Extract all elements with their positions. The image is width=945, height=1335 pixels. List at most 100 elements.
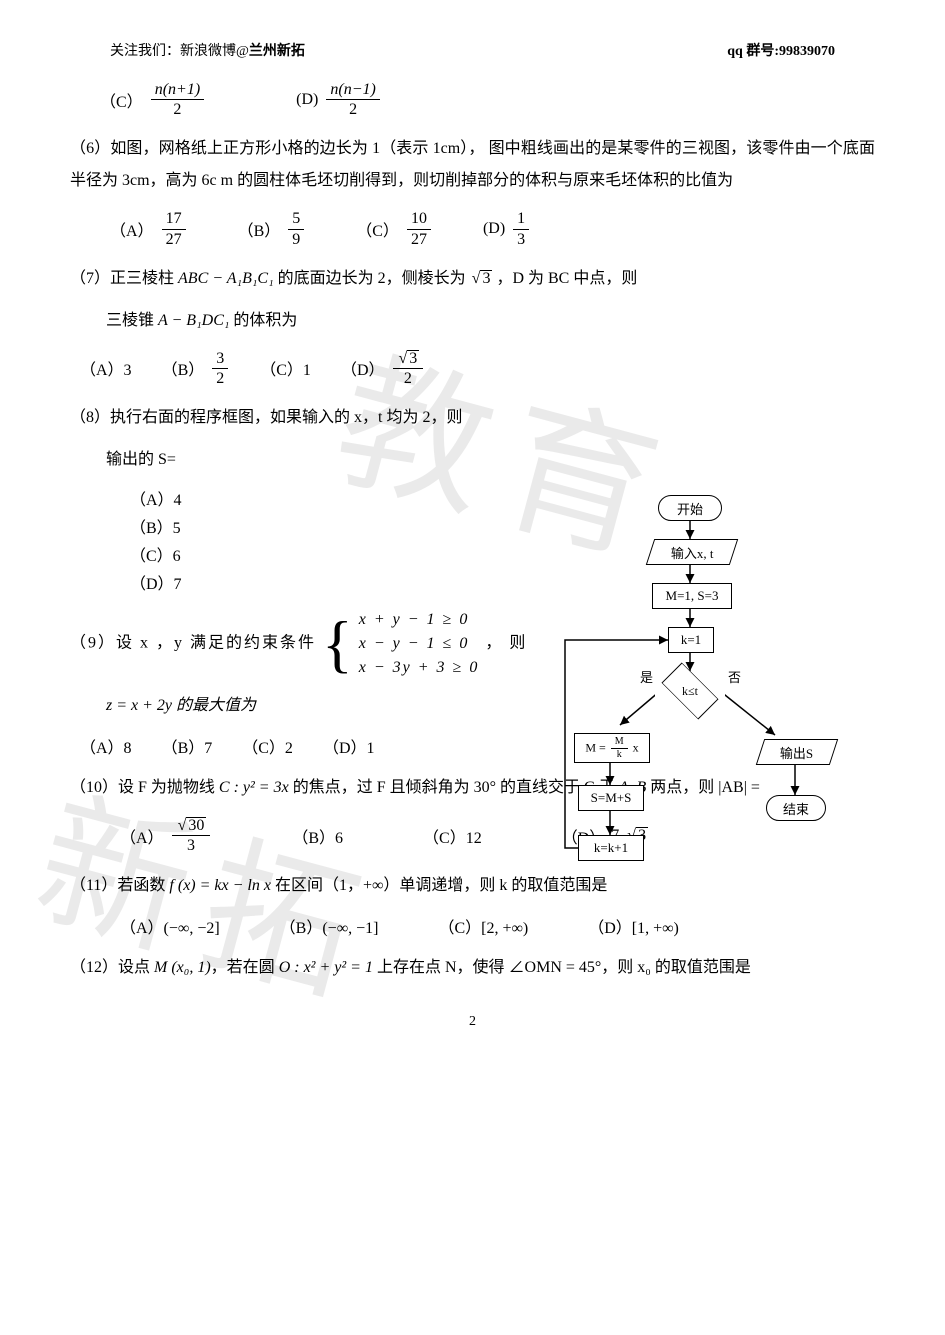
q6-d-n: 1 bbox=[513, 209, 529, 229]
q9-line1: （9）设 x ，y 满足的约束条件 { x + y − 1 ≥ 0 x − y … bbox=[70, 608, 560, 680]
q10-b: 的焦点，过 F 且倾斜角为 bbox=[289, 779, 474, 796]
q10-a-l: （A） bbox=[120, 824, 164, 848]
fc-input: 输入x, t bbox=[646, 539, 738, 565]
fc-input-text: 输入x, t bbox=[671, 543, 714, 562]
q7-d-d: 2 bbox=[393, 369, 424, 388]
q6-b-d: 9 bbox=[288, 230, 304, 249]
q8-opt-d: （D）7 bbox=[130, 570, 560, 594]
q11-fn: f (x) = kx − ln x bbox=[169, 877, 271, 894]
q9-c1: x + y − 1 ≥ 0 bbox=[359, 611, 470, 628]
fc-kinc: k=k+1 bbox=[578, 835, 644, 861]
q7-line2: 三棱锥 A − B₁DC₁ 的体积为 bbox=[70, 305, 875, 337]
q6-a-d: 27 bbox=[162, 230, 186, 249]
fc-init: M=1, S=3 bbox=[652, 583, 732, 609]
q7-line1: （7）正三棱柱 ABC − A₁B₁C₁ 的底面边长为 2，侧棱长为 3 ，D … bbox=[70, 263, 875, 295]
fc-no: 否 bbox=[728, 667, 741, 686]
q9-line2: z = x + 2y 的最大值为 bbox=[70, 690, 560, 722]
brace-icon: { bbox=[322, 612, 355, 676]
q11-opt-b: （B）(−∞, −1] bbox=[280, 914, 379, 938]
q7-l1c: ，D 为 BC 中点，则 bbox=[492, 270, 637, 287]
q8-opt-a: （A）4 bbox=[130, 486, 560, 510]
fc-yes: 是 bbox=[640, 667, 653, 686]
fc-cond-text: k≤t bbox=[682, 684, 698, 699]
q7-b-n: 3 bbox=[212, 349, 228, 369]
q5-c-den: 2 bbox=[151, 100, 204, 119]
q9-options: （A）8 （B）7 （C）2 （D）1 bbox=[80, 734, 560, 758]
q11-opt-a: （A）(−∞, −2] bbox=[120, 914, 220, 938]
q7-sqrt3-rad: 3 bbox=[480, 270, 492, 287]
q12-circle: O : x² + y² = 1 bbox=[279, 959, 373, 976]
q9-opt-b: （B）7 bbox=[162, 734, 213, 758]
q7-opt-d: （D） 3 2 bbox=[341, 349, 425, 388]
header-left: 关注我们：新浪微博@兰州新拓 bbox=[110, 40, 305, 60]
q9-opt-a: （A）8 bbox=[80, 734, 132, 758]
q7-opt-b: （B） 32 bbox=[162, 349, 231, 388]
q9-c3: x − 3y + 3 ≥ 0 bbox=[359, 659, 480, 676]
q9-system: { x + y − 1 ≥ 0 x − y − 1 ≤ 0 x − 3y + 3… bbox=[322, 608, 479, 680]
q7-d-l: （D） bbox=[341, 356, 385, 380]
q11-opt-c: （C）[2, +∞) bbox=[438, 914, 528, 938]
fc-k1: k=1 bbox=[668, 627, 714, 653]
q7-d-sqrt: 3 bbox=[397, 349, 420, 368]
q10-parab: C : y² = 3x bbox=[219, 779, 289, 796]
flowchart: 开始 输入x, t M=1, S=3 k=1 k≤t 是 否 M = Mk x … bbox=[560, 495, 865, 895]
q8-opt-b: （B）5 bbox=[130, 514, 560, 538]
q5-opt-c: （C） n(n+1) 2 bbox=[100, 80, 206, 119]
page-number: 2 bbox=[70, 1014, 875, 1030]
q7-sqrt3: 3 bbox=[470, 263, 493, 295]
header-right-prefix: qq 群号: bbox=[727, 44, 779, 59]
q9-opt-d: （D）1 bbox=[323, 734, 375, 758]
q5-c-frac: n(n+1) 2 bbox=[151, 80, 204, 119]
q6-b-l: （B） bbox=[238, 217, 281, 241]
q7-opt-a: （A）3 bbox=[80, 356, 132, 380]
q6-a-l: （A） bbox=[110, 217, 154, 241]
header-left-bold: 兰州新拓 bbox=[249, 44, 305, 59]
q6-c-d: 27 bbox=[407, 230, 431, 249]
q11-opt-d: （D）[1, +∞) bbox=[588, 914, 679, 938]
q7-d-rad: 3 bbox=[407, 350, 419, 367]
q12-pt: M (x₀, 1) bbox=[154, 959, 211, 976]
q7-prism: ABC − A₁B₁C₁ bbox=[178, 270, 274, 287]
q6: （6）如图，网格纸上正方形小格的边长为 1（表示 1cm）， 图中粗线画出的是某… bbox=[70, 133, 875, 248]
q10-a: （10）设 F 为抛物线 bbox=[70, 779, 219, 796]
q9-tail: ， 则 bbox=[485, 635, 527, 652]
q6-opt-d: (D) 13 bbox=[483, 209, 531, 248]
q5-d-label: (D) bbox=[296, 91, 318, 109]
q5-options: （C） n(n+1) 2 (D) n(n−1) 2 bbox=[100, 80, 875, 119]
q6-options: （A） 1727 （B） 59 （C） 1027 (D) 13 bbox=[110, 209, 875, 248]
q12-angle: ∠OMN = 45° bbox=[509, 959, 602, 976]
q7-tetra: A − B₁DC₁ bbox=[158, 312, 229, 329]
q5-c-num: n(n+1) bbox=[155, 81, 200, 98]
q5-d-den: 2 bbox=[326, 100, 379, 119]
q6-d-d: 3 bbox=[513, 230, 529, 249]
q6-c-l: （C） bbox=[356, 217, 399, 241]
fc-out-text: 输出S bbox=[780, 743, 813, 762]
q9-line2-text: z = x + 2y 的最大值为 bbox=[106, 697, 256, 714]
q11-a: （11）若函数 bbox=[70, 877, 169, 894]
q9-opt-c: （C）2 bbox=[242, 734, 293, 758]
q5-d-frac: n(n−1) 2 bbox=[326, 80, 379, 119]
q12-a: （12）设点 bbox=[70, 959, 154, 976]
q12: （12）设点 M (x₀, 1)，若在圆 O : x² + y² = 1 上存在… bbox=[70, 952, 875, 984]
q11-b: 在区间（1，+∞）单调递增，则 k 的取值范围是 bbox=[271, 877, 607, 894]
header-left-prefix: 关注我们：新浪微博@ bbox=[110, 44, 249, 59]
fc-s: S=M+S bbox=[578, 785, 644, 811]
q10-a-rad: 30 bbox=[186, 817, 206, 834]
q10-opt-b: （B）6 bbox=[292, 824, 343, 848]
page-content: 关注我们：新浪微博@兰州新拓 qq 群号:99839070 （C） n(n+1)… bbox=[70, 40, 875, 1030]
q8-options: （A）4 （B）5 （C）6 （D）7 bbox=[130, 486, 560, 594]
q7-opt-c: （C）1 bbox=[260, 356, 311, 380]
q5-d-num: n(n−1) bbox=[330, 81, 375, 98]
q6-c-n: 10 bbox=[407, 209, 431, 229]
q6-b-n: 5 bbox=[288, 209, 304, 229]
q10-angle: 30° bbox=[474, 779, 496, 796]
q6-opt-a: （A） 1727 bbox=[110, 209, 188, 248]
q5-opt-d: (D) n(n−1) 2 bbox=[296, 80, 382, 119]
q7-l2a: 三棱锥 bbox=[106, 312, 158, 329]
q12-b: ，若在圆 bbox=[211, 959, 279, 976]
q7-b-l: （B） bbox=[162, 356, 205, 380]
q8: （8）执行右面的程序框图，如果输入的 x，t 均为 2，则 输出的 S= （A）… bbox=[70, 402, 560, 594]
q6-d-l: (D) bbox=[483, 220, 505, 238]
q12-text: （12）设点 M (x₀, 1)，若在圆 O : x² + y² = 1 上存在… bbox=[70, 952, 875, 984]
q5-c-label: （C） bbox=[100, 88, 143, 112]
